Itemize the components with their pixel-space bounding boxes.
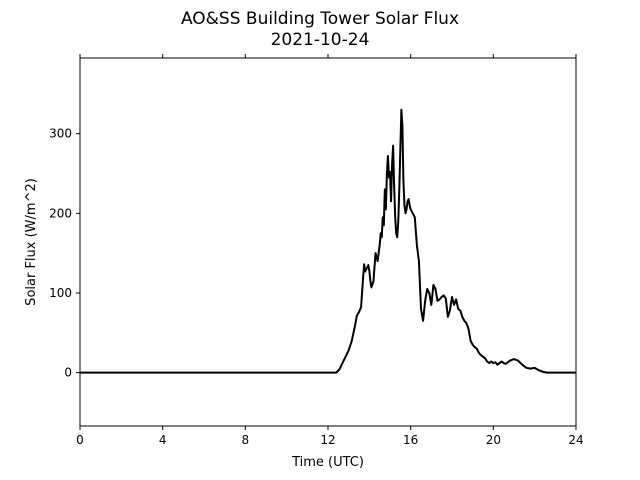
x-tick-label: 0 — [76, 433, 84, 447]
y-axis-label: Solar Flux (W/m^2) — [24, 178, 39, 306]
plot-area: 0 4 8 12 16 20 24 0 100 200 300 — [49, 54, 584, 447]
x-tick-label: 20 — [486, 433, 501, 447]
x-tick-label: 8 — [242, 433, 250, 447]
series-line — [80, 108, 576, 374]
y-tick-label: 200 — [49, 206, 72, 220]
x-tick-label: 24 — [568, 433, 583, 447]
y-tick-label: 300 — [49, 127, 72, 141]
x-axis-label: Time (UTC) — [291, 455, 364, 470]
plot-frame — [79, 57, 577, 427]
x-tick-label: 12 — [320, 433, 335, 447]
chart-title: AO&SS Building Tower Solar Flux — [181, 9, 459, 29]
x-tick-label: 16 — [403, 433, 418, 447]
y-tick-label: 0 — [64, 366, 72, 380]
x-tick-label: 4 — [159, 433, 167, 447]
y-tick-label: 100 — [49, 286, 72, 300]
chart-subtitle: 2021-10-24 — [271, 30, 370, 50]
